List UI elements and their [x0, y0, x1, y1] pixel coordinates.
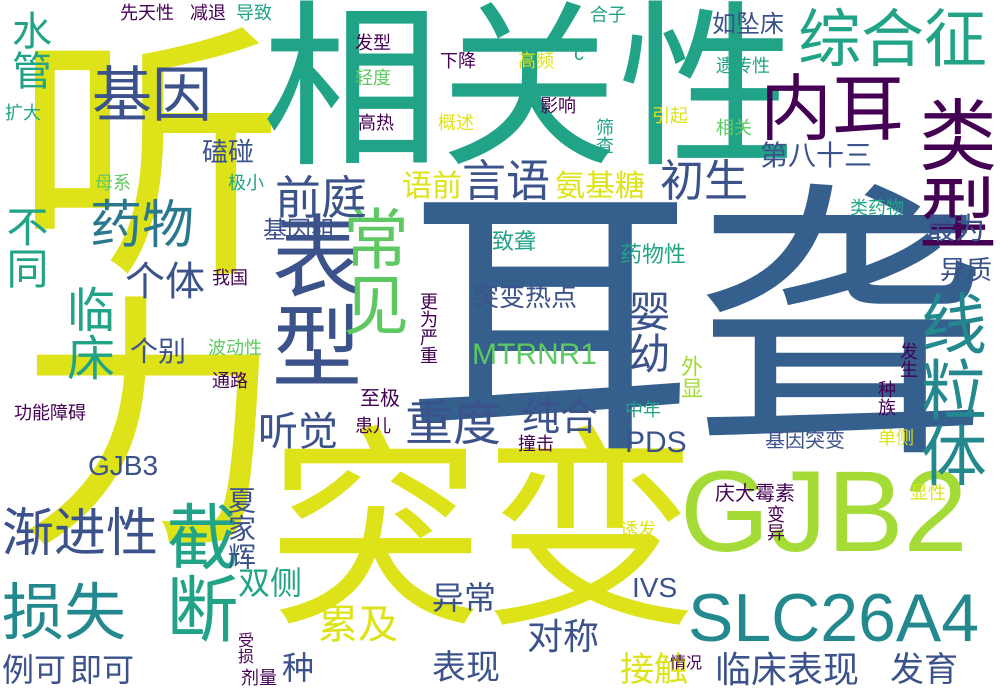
word: 庆大霉素: [715, 481, 795, 505]
word: 功能障碍: [14, 403, 86, 424]
word: 更为严重: [417, 292, 438, 364]
word: 概述: [438, 113, 474, 134]
word: 至极: [360, 386, 400, 410]
word: 发型: [355, 33, 391, 54]
word: 个体: [125, 259, 205, 305]
word: 种族: [875, 380, 896, 416]
word: c: [574, 43, 584, 65]
word: 单侧: [878, 428, 914, 449]
word: 前庭: [275, 171, 367, 225]
word: 轻度: [355, 68, 391, 89]
word: 异常: [432, 579, 497, 617]
word: 综合征: [798, 3, 987, 76]
word: 致聋: [492, 230, 537, 255]
word: 导致: [236, 3, 272, 24]
word: 渐进性: [2, 504, 159, 564]
word: 临床: [58, 285, 114, 381]
word: 损失: [2, 576, 127, 649]
word: PDS: [625, 426, 687, 459]
word: 累及: [318, 602, 398, 648]
word: 婴幼: [622, 290, 671, 374]
word: 氨基糖: [555, 169, 645, 204]
word: 耳聋: [405, 161, 985, 498]
word: 受损: [235, 632, 254, 664]
word: 合子: [590, 5, 626, 26]
word: 通路: [212, 371, 248, 392]
word: 内耳: [760, 67, 905, 151]
word: 诱发: [620, 520, 656, 541]
word: 线粒体: [910, 290, 987, 488]
word: 突变热点: [473, 283, 578, 313]
word: 我国: [212, 268, 248, 289]
word: 例可: [2, 651, 67, 689]
word: 母系: [95, 173, 131, 194]
word: 个别: [130, 335, 187, 368]
word: 截断: [154, 500, 238, 644]
word: 高频: [518, 51, 554, 72]
word: SLC26A4: [688, 580, 980, 656]
word: 不同: [0, 205, 49, 289]
word: 波动性: [208, 338, 262, 359]
word: 对称: [527, 617, 600, 658]
word: 撞击: [518, 434, 554, 455]
word: 患儿: [355, 416, 391, 437]
word: 听觉: [258, 409, 338, 455]
word: 外显: [677, 355, 702, 399]
word: 相关性: [262, 0, 796, 192]
word: 类药物: [850, 198, 904, 219]
word: 相关: [716, 118, 752, 139]
word: 遗传性: [716, 56, 770, 77]
word: 最为: [925, 212, 985, 247]
word: 表现: [432, 648, 500, 688]
word: 接触: [620, 650, 688, 690]
word: 减退: [190, 3, 226, 24]
word: 表型: [256, 210, 361, 390]
word: 语前: [402, 169, 462, 204]
word: 异质: [940, 256, 993, 286]
word: 基因: [92, 61, 212, 131]
word: 先天性: [120, 3, 174, 24]
word: 基因突变: [765, 428, 845, 452]
word: 剂量: [241, 668, 277, 689]
word: 变异: [764, 505, 785, 541]
word: 水管: [5, 10, 51, 90]
word: 引起: [652, 106, 688, 127]
word: 纯合: [522, 395, 599, 439]
word: 发育: [890, 650, 958, 690]
word: 重度: [405, 396, 502, 452]
word: 高热: [358, 113, 394, 134]
word: 显性: [910, 483, 946, 504]
word: 常见: [332, 205, 409, 337]
word: GJB3: [88, 450, 159, 481]
word: 言语: [462, 156, 550, 207]
word: 夏家辉: [224, 486, 257, 570]
word: IVS: [632, 572, 678, 603]
word: 听力: [0, 15, 283, 555]
word: 第八十三: [760, 139, 873, 172]
word: 类型: [906, 95, 996, 251]
word: 如坠床: [712, 10, 784, 38]
word: 药物: [90, 196, 195, 256]
word: 基因组: [263, 216, 335, 244]
word: 药物性: [620, 243, 687, 268]
word: 下降: [440, 51, 476, 72]
word: 种: [282, 649, 315, 687]
word: 中年: [625, 400, 661, 421]
word: 影响: [540, 96, 576, 117]
word: 磕碰: [202, 138, 255, 168]
word: 双侧: [238, 564, 303, 602]
word: 突变: [268, 407, 698, 658]
word: 扩大: [5, 103, 41, 124]
word: MTRNR1: [472, 338, 597, 371]
word: 临床表现: [715, 650, 860, 691]
word: 发生: [897, 342, 918, 378]
word: GJB2: [680, 448, 968, 576]
word: 极小: [228, 173, 264, 194]
word: 即可: [70, 651, 135, 689]
word: 初生: [660, 156, 748, 207]
word: 情况: [670, 653, 703, 672]
word: 筛查: [593, 118, 614, 154]
